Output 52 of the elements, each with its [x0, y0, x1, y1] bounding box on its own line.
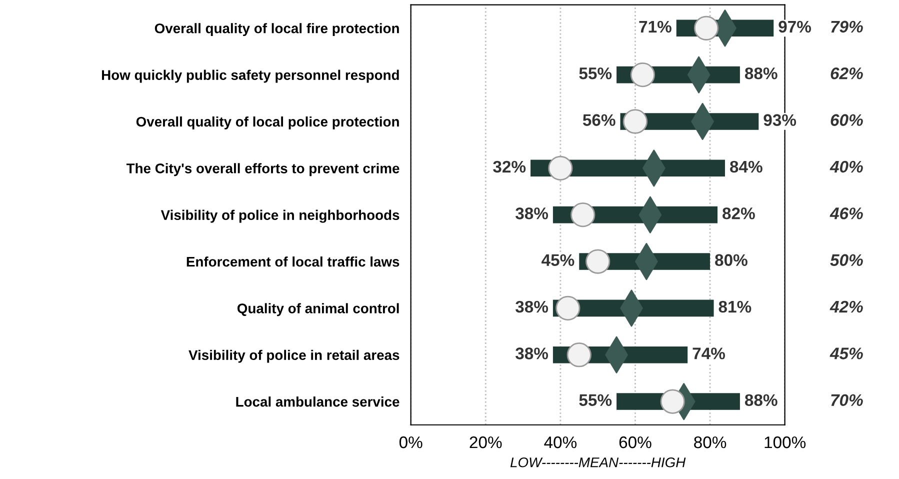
x-tick-label: 40%	[544, 436, 577, 448]
annotation: 71%	[639, 20, 672, 33]
point	[630, 62, 656, 88]
y-tick-label: How quickly public safety personnel respond	[102, 70, 399, 83]
y-tick-label: Quality of animal control	[237, 303, 399, 316]
y-tick-label: Local ambulance service	[236, 396, 400, 407]
annotation: 55%	[579, 394, 612, 406]
y-tick-label: The City's overall efforts to prevent crime	[126, 163, 400, 176]
point	[586, 249, 610, 274]
x-axis-title: LOW--------MEAN-------HIGH	[510, 457, 686, 468]
data-label: 70%	[831, 394, 863, 406]
y-tick-label: Overall quality of local fire protection	[154, 23, 399, 36]
annotation: 81%	[718, 300, 752, 313]
y-tick-label: Overall quality of local police protection	[136, 116, 399, 130]
annotation: 56%	[582, 114, 616, 126]
annotation: 84%	[730, 160, 762, 173]
annotation: 74%	[692, 348, 725, 360]
point	[548, 156, 573, 180]
annotation: 82%	[722, 208, 755, 220]
data-label: 46%	[830, 208, 863, 220]
point	[694, 16, 719, 40]
annotation: 93%	[764, 114, 796, 126]
data-label: 79%	[831, 20, 863, 33]
annotation: 45%	[542, 254, 574, 266]
annotation: 88%	[744, 67, 778, 80]
annotation: 38%	[515, 348, 548, 360]
data-label: 40%	[830, 160, 863, 173]
y-tick-label: Enforcement of local traffic laws	[186, 256, 400, 267]
x-tick-label: 100%	[764, 436, 806, 448]
y-tick-label: Visibility of police in neighborhoods	[160, 210, 400, 223]
data-label: 42%	[830, 300, 863, 313]
x-tick-label: 60%	[619, 436, 652, 448]
y-tick-label: Visibility of police in retail areas	[188, 350, 400, 363]
data-label: 50%	[830, 254, 863, 266]
annotation: 32%	[493, 160, 526, 173]
point	[622, 109, 648, 134]
data-label: 62%	[830, 67, 863, 80]
point	[556, 296, 580, 320]
x-tick-label: 80%	[694, 436, 726, 448]
point	[660, 389, 685, 414]
point	[570, 202, 596, 228]
annotation: 38%	[515, 208, 548, 220]
point	[566, 342, 592, 368]
data-label: 45%	[830, 348, 863, 360]
annotation: 97%	[778, 20, 812, 33]
annotation: 88%	[744, 394, 778, 406]
annotation: 80%	[715, 254, 748, 266]
x-tick-label: 20%	[470, 436, 502, 448]
x-tick-label: 0%	[399, 436, 422, 448]
annotation: 55%	[579, 68, 612, 80]
annotation: 38%	[515, 300, 548, 313]
data-label: 60%	[830, 114, 863, 126]
